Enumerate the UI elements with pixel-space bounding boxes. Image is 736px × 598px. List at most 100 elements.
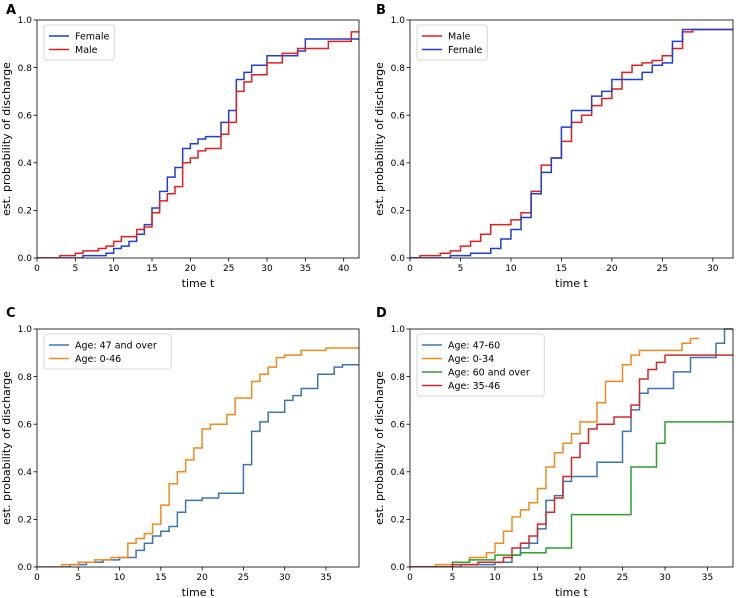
panel-letter: D bbox=[376, 306, 387, 321]
series-line-male bbox=[410, 28, 733, 258]
legend-box bbox=[416, 24, 488, 61]
series-line-age-0-46 bbox=[37, 347, 359, 567]
legend: Male Female bbox=[416, 24, 488, 61]
y-tick-label: 0.4 bbox=[18, 468, 33, 478]
x-tick-label: 10 bbox=[108, 264, 120, 274]
y-tick-label: 0.8 bbox=[18, 64, 33, 74]
y-tick-label: 0.6 bbox=[18, 420, 33, 430]
x-tick-label: 15 bbox=[532, 573, 543, 583]
y-tick-label: 1.0 bbox=[391, 325, 406, 335]
y-tick-label: 1.0 bbox=[18, 16, 33, 26]
x-tick-label: 25 bbox=[223, 264, 234, 274]
y-axis-label: est. probability of discharge bbox=[373, 371, 386, 525]
series-line-female bbox=[37, 38, 359, 258]
legend-box bbox=[43, 24, 115, 61]
x-tick-label: 10 bbox=[505, 264, 517, 274]
legend: Age: 47 and over Age: 0-46 bbox=[43, 333, 172, 370]
y-tick-label: 0.6 bbox=[18, 111, 33, 121]
legend-entry: Male bbox=[448, 31, 471, 42]
legend-entry: Age: 35-46 bbox=[448, 381, 500, 392]
x-tick-label: 35 bbox=[300, 264, 311, 274]
chart-panel-c: C 0 5 10 15 20 25 30 35 0.0 0.2 0.4 0.6 0.8 1.0 time t e… bbox=[0, 306, 360, 598]
x-tick-label: 25 bbox=[657, 264, 668, 274]
x-tick-label: 10 bbox=[114, 573, 126, 583]
y-tick-label: 0.6 bbox=[391, 111, 406, 121]
y-tick-label: 1.0 bbox=[18, 325, 33, 335]
y-tick-label: 0.0 bbox=[18, 254, 33, 264]
y-axis-label: est. probability of discharge bbox=[373, 62, 386, 216]
y-tick-label: 0.4 bbox=[18, 159, 33, 169]
x-tick-label: 20 bbox=[574, 573, 586, 583]
legend-entry: Male bbox=[75, 45, 98, 56]
y-tick-label: 0.2 bbox=[391, 516, 405, 526]
y-tick-label: 0.8 bbox=[18, 373, 33, 383]
y-axis-label: est. probability of discharge bbox=[0, 371, 13, 525]
y-tick-label: 0.2 bbox=[391, 207, 405, 217]
series-group bbox=[37, 31, 359, 258]
x-tick-label: 20 bbox=[196, 573, 208, 583]
x-tick-label: 30 bbox=[659, 573, 671, 583]
x-tick-label: 5 bbox=[450, 573, 456, 583]
x-tick-label: 35 bbox=[320, 573, 331, 583]
legend-entry: Age: 0-34 bbox=[448, 354, 494, 365]
legend: Female Male bbox=[43, 24, 115, 61]
legend-box bbox=[43, 333, 172, 370]
series-line-age-47-and-over bbox=[37, 363, 359, 567]
plot-frame bbox=[36, 328, 360, 568]
plot-frame bbox=[409, 328, 734, 568]
y-tick-label: 0.4 bbox=[391, 468, 406, 478]
series-group bbox=[410, 28, 733, 258]
x-axis-label: time t bbox=[182, 277, 215, 290]
y-tick-label: 0.2 bbox=[18, 207, 32, 217]
x-axis-label: time t bbox=[182, 586, 215, 598]
y-tick-label: 0.0 bbox=[18, 563, 33, 573]
x-axis-label: time t bbox=[555, 277, 588, 290]
legend-entry: Female bbox=[75, 31, 110, 42]
chart-panel-b: B 0 5 10 15 20 25 30 0.0 0.2 0.4 0.6 0.8 1.0 time t est… bbox=[373, 3, 734, 290]
x-tick-label: 20 bbox=[185, 264, 197, 274]
x-tick-label: 10 bbox=[489, 573, 501, 583]
series-line-age-35-46 bbox=[410, 354, 733, 567]
y-tick-label: 1.0 bbox=[391, 16, 406, 26]
y-tick-label: 0.8 bbox=[391, 64, 406, 74]
plot-frame bbox=[409, 19, 734, 259]
plot-frame bbox=[36, 19, 360, 259]
series-line-female bbox=[410, 28, 733, 258]
x-tick-label: 5 bbox=[458, 264, 464, 274]
legend-entry: Age: 47-60 bbox=[448, 340, 500, 351]
x-tick-label: 15 bbox=[556, 264, 567, 274]
series-line-age-60-and-over bbox=[410, 421, 733, 567]
panel-letter: A bbox=[6, 3, 16, 18]
legend: Age: 47-60 Age: 0-34 Age: 60 and over Age: … bbox=[416, 333, 545, 397]
x-tick-label: 5 bbox=[72, 264, 78, 274]
y-axis-label: est. probability of discharge bbox=[0, 62, 13, 216]
legend-entry: Female bbox=[448, 45, 483, 56]
y-tick-label: 0.4 bbox=[391, 159, 406, 169]
x-tick-label: 0 bbox=[34, 264, 40, 274]
x-tick-label: 30 bbox=[261, 264, 273, 274]
x-tick-label: 15 bbox=[155, 573, 166, 583]
x-tick-label: 15 bbox=[146, 264, 157, 274]
y-tick-label: 0.0 bbox=[391, 254, 406, 264]
legend-box bbox=[416, 333, 545, 397]
series-line-male bbox=[37, 31, 359, 258]
x-axis-label: time t bbox=[555, 586, 588, 598]
x-tick-label: 5 bbox=[75, 573, 81, 583]
chart-panel-a: A 0 5 10 15 20 25 30 35 40 0.0 0.2 0.4 0.6 0.8 1.0 time … bbox=[0, 3, 360, 290]
y-tick-label: 0.8 bbox=[391, 373, 406, 383]
legend-entry: Age: 60 and over bbox=[448, 367, 530, 378]
y-tick-label: 0.6 bbox=[391, 420, 406, 430]
chart-panel-d: D 0 5 10 15 20 25 30 35 0.0 0.2 0.4 0.6 0.8 1.0 time t e… bbox=[373, 306, 734, 598]
x-tick-label: 30 bbox=[707, 264, 719, 274]
x-tick-label: 20 bbox=[606, 264, 618, 274]
x-tick-label: 40 bbox=[338, 264, 350, 274]
x-tick-label: 0 bbox=[407, 264, 413, 274]
legend-entry: Age: 0-46 bbox=[75, 354, 121, 365]
x-tick-label: 30 bbox=[279, 573, 291, 583]
x-tick-label: 0 bbox=[407, 573, 413, 583]
panel-letter: B bbox=[376, 3, 386, 18]
series-group bbox=[410, 328, 733, 567]
y-tick-label: 0.0 bbox=[391, 563, 406, 573]
x-tick-label: 35 bbox=[702, 573, 713, 583]
